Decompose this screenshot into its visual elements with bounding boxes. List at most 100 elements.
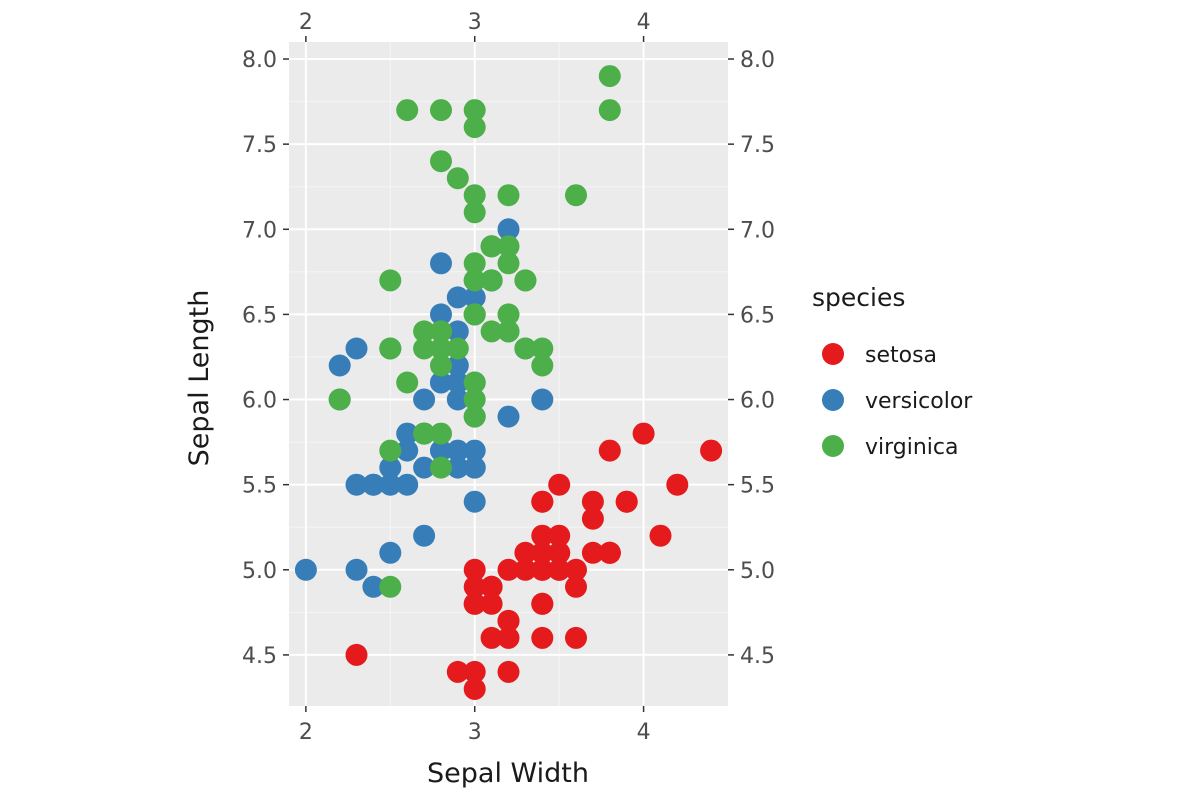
- x-axis-title: Sepal Width: [427, 758, 589, 789]
- data-point-virginica: [463, 99, 486, 122]
- data-point-versicolor: [446, 439, 469, 462]
- y-tick-label-right: 6.0: [740, 389, 775, 414]
- data-point-versicolor: [497, 218, 520, 241]
- data-point-setosa: [581, 541, 604, 564]
- y-tick-label-left: 7.0: [242, 218, 277, 243]
- data-point-versicolor: [463, 439, 486, 462]
- data-point-setosa: [565, 626, 587, 649]
- data-point-versicolor: [446, 388, 469, 411]
- data-point-virginica: [565, 184, 587, 207]
- data-point-setosa: [480, 592, 503, 615]
- data-point-virginica: [430, 150, 452, 173]
- data-point-versicolor: [446, 371, 469, 394]
- data-point-virginica: [446, 167, 469, 190]
- data-point-versicolor: [531, 388, 554, 411]
- data-point-versicolor: [430, 252, 452, 275]
- data-point-setosa: [531, 524, 554, 547]
- data-point-setosa: [531, 490, 554, 513]
- y-tick-label-right: 7.0: [740, 218, 775, 243]
- data-point-versicolor: [396, 422, 419, 445]
- legend-item-virginica: virginica: [822, 435, 959, 460]
- data-point-virginica: [463, 184, 486, 207]
- data-point-virginica: [514, 269, 537, 292]
- data-point-setosa: [514, 558, 537, 581]
- y-tick-label-left: 6.0: [242, 389, 277, 414]
- data-point-versicolor: [497, 405, 520, 428]
- data-point-virginica: [379, 269, 402, 292]
- y-tick-label-left: 5.5: [242, 474, 277, 499]
- data-point-setosa: [463, 575, 486, 598]
- data-point-versicolor: [430, 439, 452, 462]
- legend-label-virginica: virginica: [865, 435, 959, 460]
- data-point-virginica: [463, 252, 486, 275]
- data-point-virginica: [463, 116, 486, 139]
- data-point-versicolor: [396, 473, 419, 496]
- data-point-versicolor: [396, 439, 419, 462]
- data-point-virginica: [531, 354, 554, 377]
- data-point-virginica: [598, 65, 621, 88]
- data-point-setosa: [463, 592, 486, 615]
- y-tick-label-right: 4.5: [740, 644, 775, 669]
- legend: species setosa versicolor virginica: [812, 283, 973, 460]
- data-point-setosa: [548, 524, 571, 547]
- data-point-setosa: [463, 558, 486, 581]
- data-point-versicolor: [345, 473, 368, 496]
- data-point-setosa: [598, 541, 621, 564]
- data-point-setosa: [463, 678, 486, 700]
- data-point-setosa: [565, 575, 587, 598]
- y-tick-label-right: 5.5: [740, 474, 775, 499]
- data-point-virginica: [413, 422, 436, 445]
- data-point-setosa: [480, 575, 503, 598]
- data-point-versicolor: [430, 303, 452, 326]
- data-point-setosa: [700, 439, 723, 462]
- data-point-virginica: [497, 320, 520, 343]
- data-point-virginica: [396, 99, 419, 122]
- y-tick-label-left: 7.5: [242, 133, 277, 158]
- data-point-setosa: [480, 626, 503, 649]
- data-point-setosa: [497, 558, 520, 581]
- legend-item-setosa: setosa: [822, 343, 937, 368]
- data-point-setosa: [581, 507, 604, 530]
- data-point-setosa: [565, 558, 587, 581]
- legend-label-versicolor: versicolor: [865, 389, 973, 414]
- data-point-versicolor: [463, 456, 486, 479]
- data-point-versicolor: [379, 456, 402, 479]
- data-point-virginica: [430, 337, 452, 360]
- data-point-setosa: [615, 490, 638, 513]
- data-point-virginica: [480, 269, 503, 292]
- data-point-virginica: [463, 201, 486, 224]
- x-tick-label-bottom: 3: [468, 720, 482, 745]
- x-tick-label-top: 4: [637, 10, 651, 35]
- legend-key-setosa: [822, 343, 844, 365]
- data-point-virginica: [413, 337, 436, 360]
- data-point-versicolor: [446, 286, 469, 309]
- data-point-versicolor: [446, 320, 469, 343]
- data-point-virginica: [463, 388, 486, 411]
- legend-item-versicolor: versicolor: [822, 389, 973, 414]
- data-point-setosa: [446, 660, 469, 683]
- data-point-virginica: [430, 354, 452, 377]
- data-point-virginica: [328, 388, 351, 411]
- data-point-setosa: [531, 541, 554, 564]
- data-point-versicolor: [446, 354, 469, 377]
- data-point-setosa: [497, 660, 520, 683]
- data-point-virginica: [396, 371, 419, 394]
- y-axis-title: Sepal Length: [184, 290, 215, 467]
- data-point-virginica: [497, 252, 520, 275]
- data-point-versicolor: [379, 541, 402, 564]
- data-point-versicolor: [328, 354, 351, 377]
- data-point-versicolor: [379, 473, 402, 496]
- data-point-setosa: [531, 592, 554, 615]
- data-point-virginica: [463, 269, 486, 292]
- data-point-setosa: [666, 473, 689, 496]
- data-point-virginica: [430, 320, 452, 343]
- data-point-virginica: [463, 405, 486, 428]
- data-point-versicolor: [345, 558, 368, 581]
- data-point-setosa: [649, 524, 672, 547]
- x-tick-label-top: 2: [299, 10, 313, 35]
- x-tick-label-bottom: 4: [637, 720, 651, 745]
- legend-key-virginica: [822, 435, 844, 457]
- data-point-virginica: [480, 320, 503, 343]
- plot-panel: [289, 42, 728, 706]
